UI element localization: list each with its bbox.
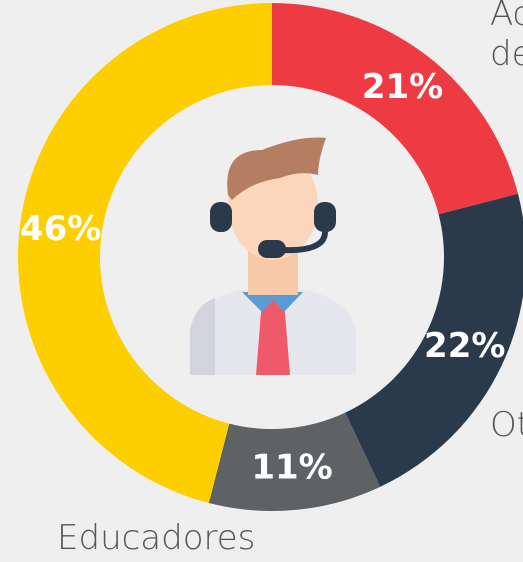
category-label: Ac de bbox=[490, 0, 523, 74]
slice bbox=[18, 3, 273, 504]
value-label: 46% bbox=[20, 209, 101, 249]
value-label: 22% bbox=[424, 326, 505, 366]
slices: 21% 22% 11% 46% bbox=[18, 3, 523, 511]
value-label: 11% bbox=[251, 448, 332, 488]
category-label: Educadores bbox=[57, 518, 256, 558]
agent-icon bbox=[190, 137, 356, 375]
category-label: Ot bbox=[490, 405, 523, 445]
slice bbox=[208, 412, 381, 511]
value-label: 21% bbox=[362, 67, 443, 107]
slice bbox=[345, 193, 523, 487]
slice bbox=[272, 3, 519, 215]
